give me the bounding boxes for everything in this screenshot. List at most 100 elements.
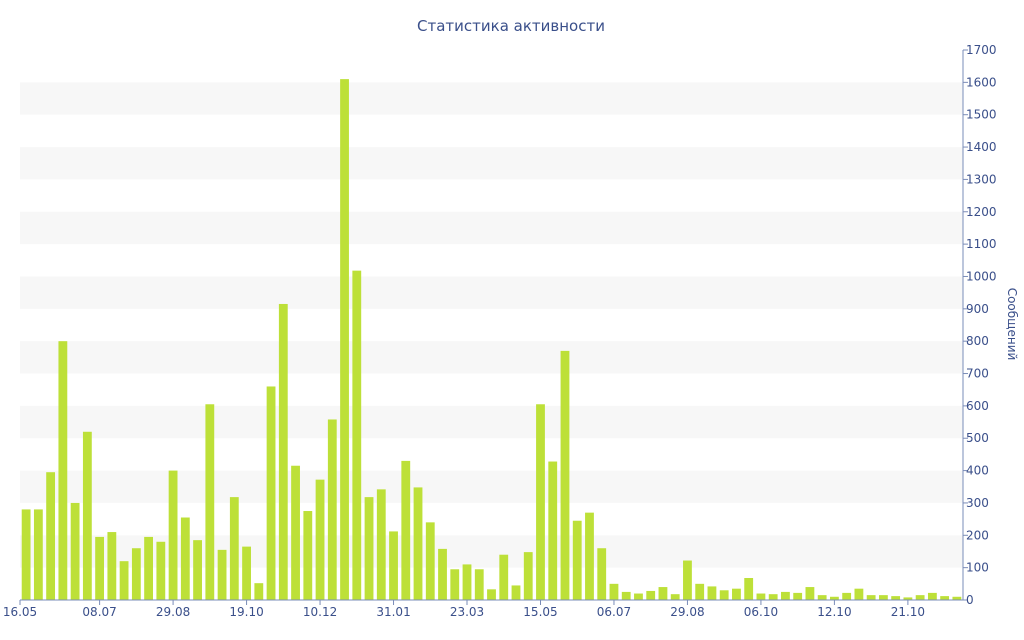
y-axis: 0 100 200 300 400 500 600 700 800 900 1000 1100 1200… — [962, 43, 997, 607]
bar — [327, 419, 337, 600]
x-tick-label: 23.03 — [450, 605, 484, 619]
y-tick-label: 1200 — [966, 205, 997, 219]
bar — [756, 593, 766, 600]
y-tick-label: 800 — [966, 334, 989, 348]
grid-band — [20, 211, 963, 245]
y-tick-label: 1600 — [966, 75, 997, 89]
bar — [548, 461, 558, 600]
bar — [95, 536, 105, 600]
bar — [560, 350, 570, 600]
bar — [683, 560, 692, 600]
bar — [585, 512, 594, 600]
bar — [58, 341, 68, 600]
bar — [499, 554, 509, 600]
bar — [21, 509, 31, 600]
grid-band — [20, 341, 963, 374]
bar — [915, 595, 925, 600]
y-tick-label: 1700 — [966, 43, 997, 57]
y-tick-label: 1400 — [966, 140, 997, 154]
x-tick-label: 15.05 — [523, 605, 557, 619]
bar — [768, 594, 778, 600]
bar — [670, 594, 680, 600]
y-tick-label: 200 — [966, 528, 989, 542]
bar — [805, 587, 815, 600]
bar — [572, 520, 582, 600]
grid-band — [20, 82, 963, 115]
bar — [131, 548, 141, 600]
bar — [168, 470, 178, 600]
bar — [609, 583, 619, 600]
grid-band — [20, 276, 963, 309]
bar — [46, 472, 56, 600]
bar — [940, 596, 950, 600]
bar — [242, 546, 251, 600]
bar — [425, 522, 435, 600]
bar — [719, 590, 729, 600]
bar — [389, 531, 398, 600]
bar — [401, 460, 411, 600]
bars — [21, 79, 962, 600]
bar — [511, 585, 521, 600]
bar — [180, 517, 190, 600]
x-tick-label: 29.08 — [156, 605, 190, 619]
bar — [107, 532, 117, 600]
y-tick-label: 300 — [966, 496, 989, 510]
bar — [229, 497, 239, 600]
bar — [217, 549, 227, 600]
bar — [621, 591, 631, 600]
chart-title: Статистика активности — [417, 17, 605, 35]
bar — [266, 386, 276, 600]
bar — [866, 595, 876, 600]
x-tick-label: 19.10 — [229, 605, 263, 619]
bar — [364, 497, 374, 600]
y-tick-label: 500 — [966, 431, 989, 445]
x-tick-label: 12.10 — [817, 605, 851, 619]
bar — [33, 509, 43, 600]
bar — [450, 569, 460, 600]
bar — [156, 541, 166, 600]
y-tick-label: 700 — [966, 367, 989, 381]
bar — [854, 588, 864, 600]
y-tick-label: 600 — [966, 399, 989, 413]
bar — [658, 587, 668, 600]
bar — [597, 548, 607, 600]
bar — [793, 592, 803, 600]
bar — [707, 586, 717, 600]
bar — [830, 596, 839, 600]
bar — [817, 595, 827, 600]
x-tick-label: 10.12 — [303, 605, 337, 619]
bar — [695, 583, 705, 600]
bar — [732, 588, 741, 600]
bar — [927, 592, 937, 600]
grid-bands — [20, 82, 963, 568]
grid-band — [20, 147, 963, 180]
bar — [315, 479, 325, 600]
bar — [891, 596, 901, 600]
bar — [536, 404, 545, 600]
bar — [291, 465, 300, 600]
bar — [352, 270, 362, 600]
bar — [413, 487, 423, 600]
y-tick-label: 1000 — [966, 269, 997, 283]
grid-band — [20, 405, 963, 439]
bar — [438, 548, 447, 600]
bar — [952, 596, 962, 600]
bar — [842, 592, 852, 600]
y-tick-label: 900 — [966, 302, 989, 316]
x-tick-label: 16.05 — [3, 605, 37, 619]
bar — [781, 591, 790, 600]
bar — [903, 597, 913, 600]
y-tick-label: 1300 — [966, 172, 997, 186]
bar — [523, 552, 533, 600]
x-axis: 16.05 08.07 29.08 19.10 10.12 31.01 23.03 15.05… — [3, 599, 963, 619]
bar — [634, 593, 643, 600]
y-tick-label: 0 — [966, 593, 974, 607]
bar — [474, 569, 484, 600]
y-tick-label: 400 — [966, 464, 989, 478]
bar — [303, 511, 313, 600]
x-tick-label: 06.07 — [597, 605, 631, 619]
x-tick-label: 29.08 — [670, 605, 704, 619]
y-tick-label: 1100 — [966, 237, 997, 251]
bar — [646, 590, 656, 600]
